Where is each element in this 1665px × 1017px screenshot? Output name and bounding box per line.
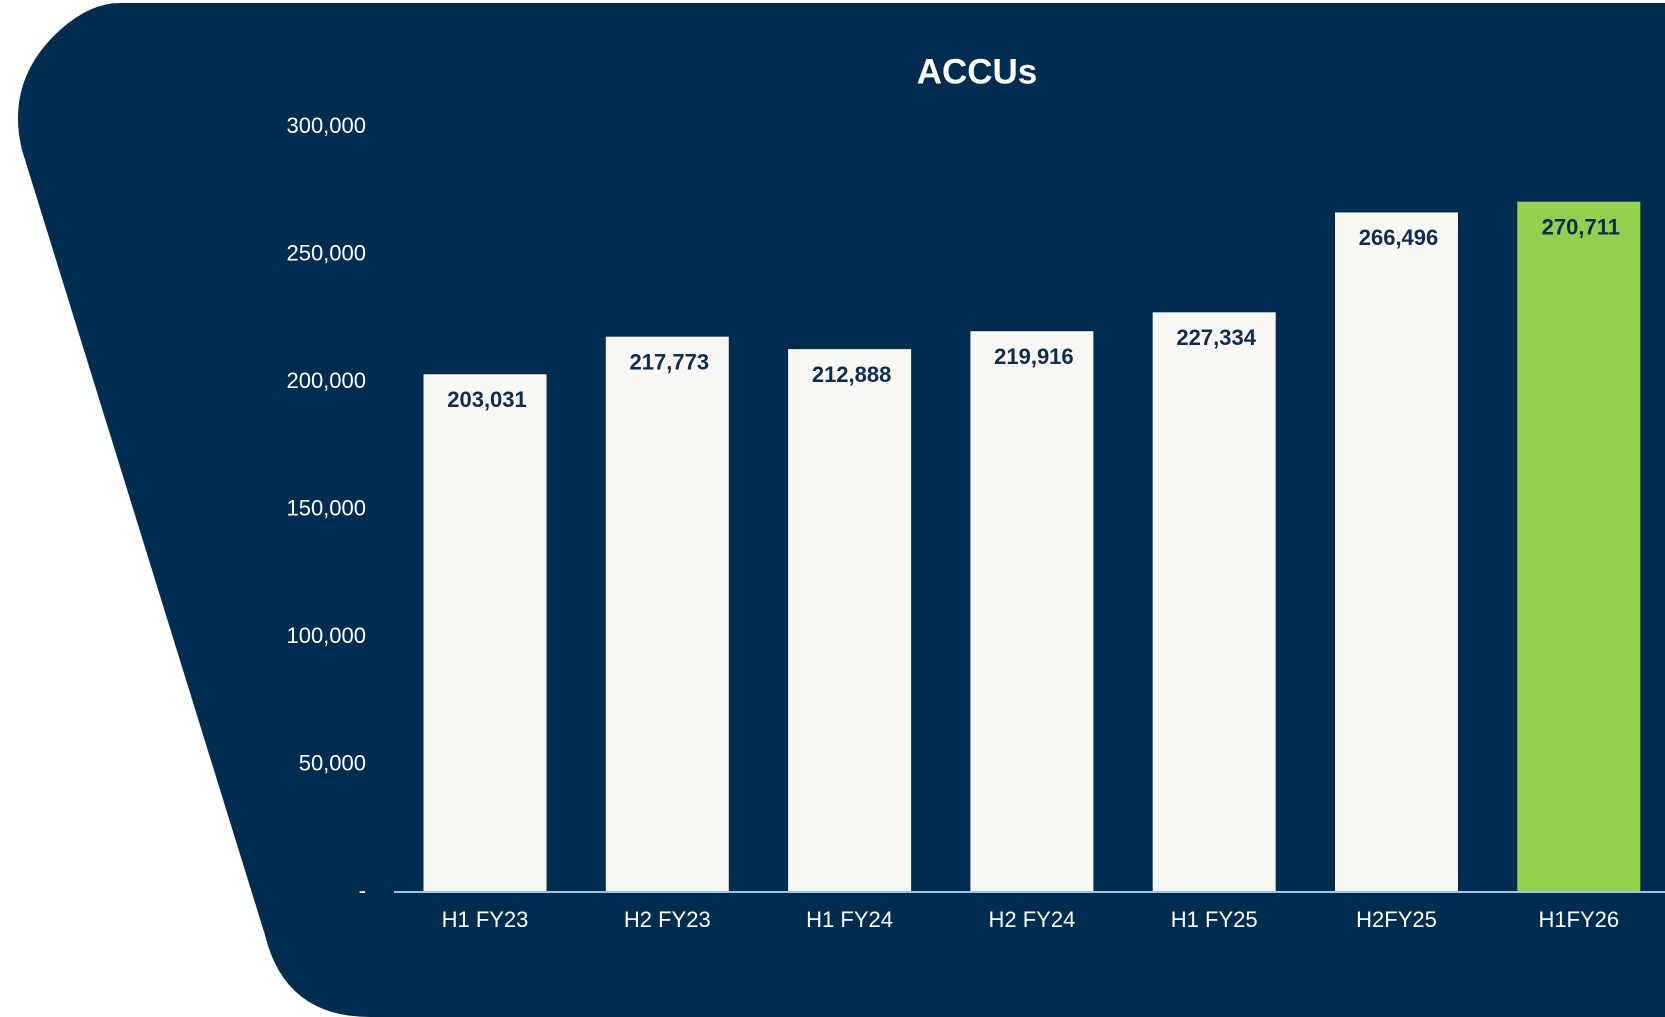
value-label: 219,916 — [994, 344, 1074, 369]
y-tick-label: 100,000 — [286, 623, 366, 648]
y-tick-label: 50,000 — [299, 750, 366, 775]
x-tick-label: H1FY26 — [1538, 907, 1619, 932]
bar — [1335, 212, 1458, 893]
bar — [1152, 312, 1276, 892]
bar — [605, 336, 729, 893]
x-tick-label: H2FY25 — [1356, 907, 1437, 932]
value-label: 266,496 — [1359, 225, 1439, 250]
y-tick-label: 300,000 — [286, 113, 366, 138]
chart-title: ACCUs — [917, 52, 1038, 91]
bar — [970, 331, 1094, 892]
bar — [1517, 201, 1641, 892]
x-tick-label: H1 FY25 — [1171, 907, 1258, 932]
bar — [788, 349, 912, 892]
value-label: 217,773 — [630, 349, 710, 374]
x-tick-label: H1 FY24 — [806, 907, 893, 932]
x-tick-label: H1 FY23 — [442, 907, 529, 932]
value-label: 227,334 — [1176, 325, 1256, 350]
value-label: 212,888 — [812, 362, 892, 387]
y-tick-label: 150,000 — [286, 495, 366, 520]
y-tick-label: 250,000 — [286, 240, 366, 265]
x-tick-label: H2 FY24 — [988, 907, 1075, 932]
y-tick-label: - — [359, 878, 366, 903]
y-tick-label: 200,000 — [286, 368, 366, 393]
value-label: 270,711 — [1542, 214, 1620, 239]
value-label: 203,031 — [447, 387, 527, 412]
bar — [423, 374, 547, 892]
x-tick-label: H2 FY23 — [624, 907, 711, 932]
